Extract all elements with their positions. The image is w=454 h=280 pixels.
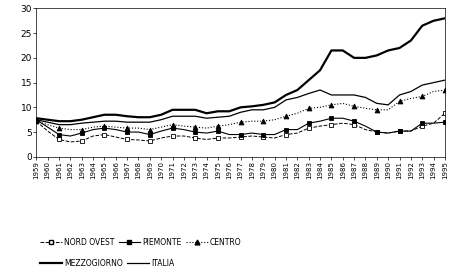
Legend: MEZZOGIORNO, ITALIA: MEZZOGIORNO, ITALIA [40, 258, 174, 268]
